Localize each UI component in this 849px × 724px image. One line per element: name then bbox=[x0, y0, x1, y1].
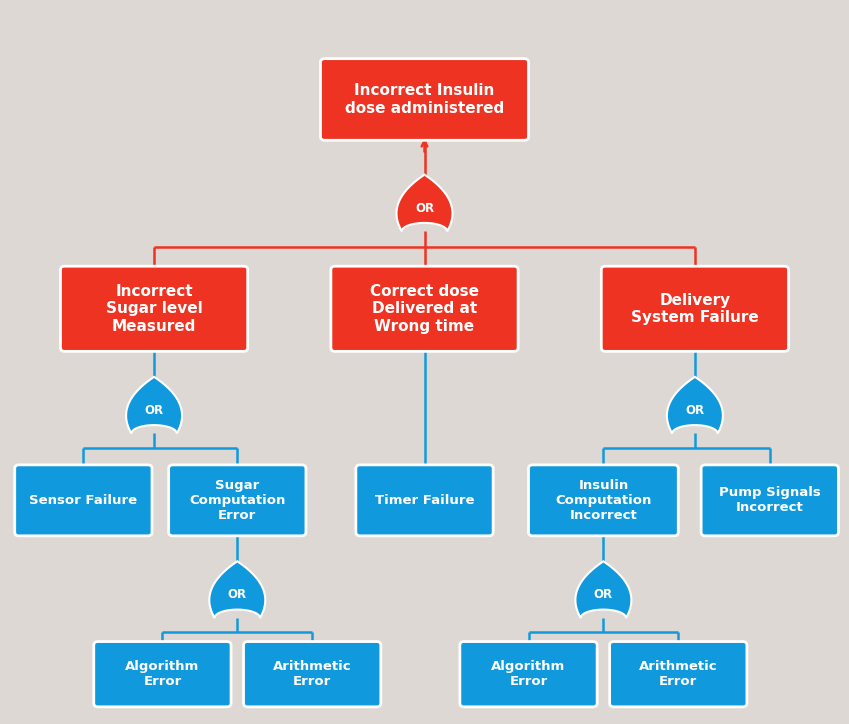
Text: Correct dose
Delivered at
Wrong time: Correct dose Delivered at Wrong time bbox=[370, 284, 479, 334]
Text: Incorrect Insulin
dose administered: Incorrect Insulin dose administered bbox=[345, 83, 504, 116]
FancyBboxPatch shape bbox=[60, 266, 248, 351]
Text: Timer Failure: Timer Failure bbox=[374, 494, 475, 507]
Text: Sensor Failure: Sensor Failure bbox=[30, 494, 138, 507]
Text: OR: OR bbox=[144, 404, 164, 417]
Polygon shape bbox=[127, 376, 182, 434]
Text: Pump Signals
Incorrect: Pump Signals Incorrect bbox=[719, 487, 821, 514]
Text: Sugar
Computation
Error: Sugar Computation Error bbox=[189, 479, 285, 522]
FancyBboxPatch shape bbox=[93, 641, 231, 707]
FancyBboxPatch shape bbox=[601, 266, 789, 351]
FancyBboxPatch shape bbox=[356, 465, 493, 536]
Text: Arithmetic
Error: Arithmetic Error bbox=[273, 660, 351, 689]
FancyBboxPatch shape bbox=[331, 266, 518, 351]
Text: Incorrect
Sugar level
Measured: Incorrect Sugar level Measured bbox=[106, 284, 202, 334]
FancyBboxPatch shape bbox=[701, 465, 839, 536]
Text: Algorithm
Error: Algorithm Error bbox=[492, 660, 565, 689]
Text: Arithmetic
Error: Arithmetic Error bbox=[639, 660, 717, 689]
FancyBboxPatch shape bbox=[14, 465, 152, 536]
Text: OR: OR bbox=[685, 404, 705, 417]
FancyBboxPatch shape bbox=[610, 641, 747, 707]
Text: OR: OR bbox=[415, 202, 434, 215]
Text: OR: OR bbox=[228, 589, 247, 602]
Polygon shape bbox=[396, 174, 453, 231]
Polygon shape bbox=[576, 561, 632, 618]
Text: Insulin
Computation
Incorrect: Insulin Computation Incorrect bbox=[555, 479, 651, 522]
Polygon shape bbox=[210, 561, 265, 618]
FancyBboxPatch shape bbox=[528, 465, 678, 536]
Text: OR: OR bbox=[593, 589, 613, 602]
Text: Algorithm
Error: Algorithm Error bbox=[126, 660, 200, 689]
FancyBboxPatch shape bbox=[169, 465, 306, 536]
FancyBboxPatch shape bbox=[460, 641, 597, 707]
Text: Delivery
System Failure: Delivery System Failure bbox=[631, 292, 759, 325]
Polygon shape bbox=[667, 376, 722, 434]
FancyBboxPatch shape bbox=[244, 641, 381, 707]
FancyBboxPatch shape bbox=[321, 59, 528, 140]
